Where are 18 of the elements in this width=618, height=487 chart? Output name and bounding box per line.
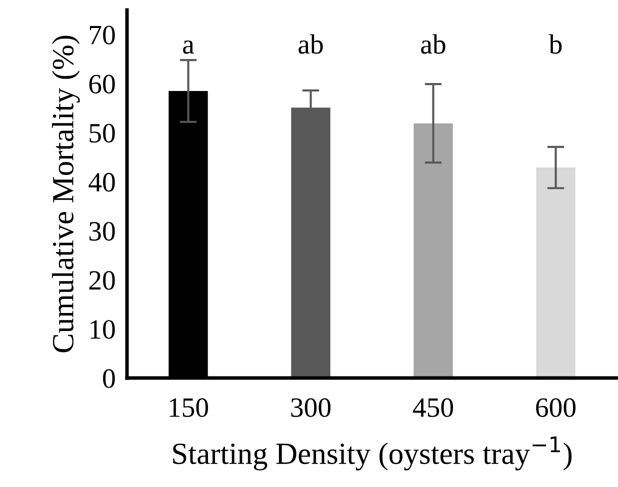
annotation: b <box>548 34 562 54</box>
annotation: a <box>183 40 194 54</box>
y-tick-label: 60 <box>89 74 115 94</box>
y-tick-label: 50 <box>90 124 115 143</box>
y-tick-label: 0 <box>103 369 115 388</box>
y-tick-label: 70 <box>90 26 115 44</box>
x-tick-label: 450 <box>412 398 454 417</box>
y-tick-label: 10 <box>90 320 115 339</box>
y-axis-title: Cumulative Mortality (%) <box>52 36 80 352</box>
x-tick-label: 600 <box>536 398 576 417</box>
y-tick-label: 40 <box>88 172 115 192</box>
x-axis-title: Starting Density (oysters tray$^{−1}$) <box>173 436 572 470</box>
annotation: ab <box>298 34 323 54</box>
annotation: ab <box>421 34 446 54</box>
x-tick-label: 300 <box>291 398 331 417</box>
y-tick-label: 20 <box>89 271 115 290</box>
y-tick-label: 30 <box>89 222 115 241</box>
x-tick-label: 150 <box>170 398 208 417</box>
